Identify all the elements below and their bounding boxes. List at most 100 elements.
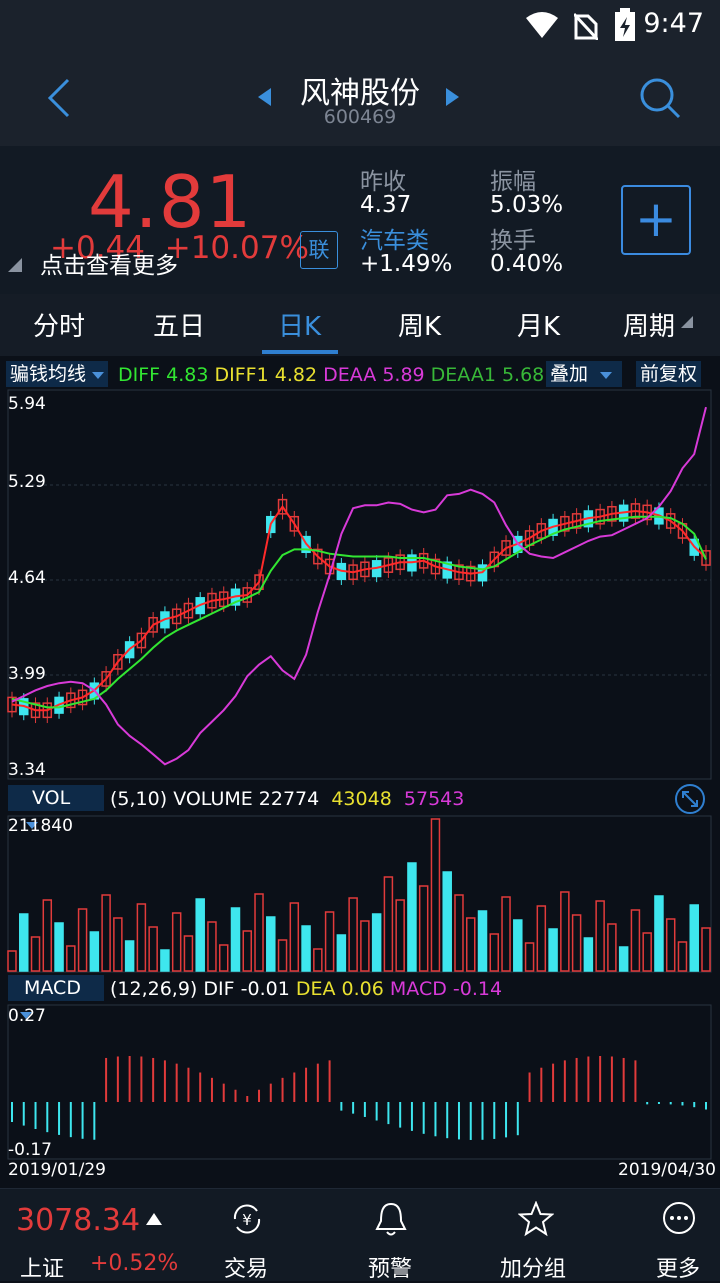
change-percent: +10.07% bbox=[164, 230, 309, 266]
trade-label: 交易 bbox=[224, 1257, 269, 1282]
candle bbox=[313, 548, 323, 565]
add-group-button[interactable]: 加分组 bbox=[498, 1199, 578, 1282]
tab-daily-k[interactable]: 日K bbox=[278, 312, 322, 342]
vol-dropdown[interactable]: VOL bbox=[8, 785, 104, 829]
volume-bar bbox=[548, 928, 558, 972]
macd-top-tick: 0.27 bbox=[8, 1006, 46, 1026]
macd-value: -0.14 bbox=[452, 978, 503, 1000]
more-button[interactable]: 更多 bbox=[646, 1199, 712, 1282]
volume-label: VOLUME bbox=[173, 788, 253, 810]
vol-dropdown-label: VOL bbox=[32, 787, 71, 809]
wifi-icon bbox=[526, 12, 558, 38]
volume-bar bbox=[301, 925, 311, 972]
tab-intraday[interactable]: 分时 bbox=[33, 312, 86, 342]
volume-bar bbox=[677, 941, 688, 972]
chevron-left-icon[interactable] bbox=[46, 78, 74, 118]
next-stock-icon[interactable] bbox=[446, 88, 460, 106]
amplitude-value: 5.03% bbox=[490, 192, 564, 218]
y-tick-3-34: 3.34 bbox=[8, 760, 46, 780]
volume-bar bbox=[313, 948, 323, 972]
alert-label: 预警 bbox=[368, 1257, 413, 1282]
y-tick-3-99: 3.99 bbox=[8, 664, 46, 684]
deaa1-label: DEAA1 bbox=[430, 364, 496, 386]
macd-bottom-tick: -0.17 bbox=[8, 1140, 52, 1160]
expand-icon[interactable] bbox=[674, 783, 706, 815]
volume-bar bbox=[418, 885, 429, 972]
turnover-value: 0.40% bbox=[490, 251, 564, 277]
index-value[interactable]: 3078.34 bbox=[16, 1203, 141, 1238]
yen-exchange-icon: ¥ bbox=[233, 1204, 261, 1234]
overlay-dropdown[interactable]: 叠加 bbox=[546, 361, 622, 387]
indicator-dropdown-label: 骗钱均线 bbox=[10, 363, 87, 385]
stock-header: 风神股份 600469 bbox=[0, 50, 720, 146]
trade-button[interactable]: ¥ 交易 bbox=[214, 1199, 280, 1282]
volume-bar bbox=[595, 900, 605, 972]
period-tabs: 分时 五日 日K 周K 月K 周期 bbox=[0, 294, 720, 356]
volume-bar bbox=[148, 926, 158, 972]
vol-params: (5,10) bbox=[110, 788, 168, 810]
volume-bar bbox=[489, 933, 500, 972]
tab-five-day[interactable]: 五日 bbox=[153, 312, 206, 342]
volume-chart[interactable] bbox=[0, 815, 720, 973]
amplitude-label: 振幅 bbox=[490, 169, 536, 195]
candle bbox=[136, 632, 147, 649]
volume-value: 22774 bbox=[258, 788, 320, 810]
volume-bar bbox=[89, 931, 100, 972]
add-watchlist-button[interactable]: + bbox=[621, 185, 691, 255]
tab-weekly-k[interactable]: 周K bbox=[398, 312, 442, 342]
kline-chart[interactable] bbox=[0, 388, 720, 780]
macd-histogram bbox=[11, 1056, 707, 1140]
kline-legend: DIFF 4.83 DIFF1 4.82 DEAA 5.89 DEAA1 5.6… bbox=[118, 364, 544, 386]
overlay-dropdown-label: 叠加 bbox=[550, 363, 589, 385]
volume-bar bbox=[136, 903, 147, 972]
macd-chart[interactable] bbox=[0, 1004, 720, 1160]
candle bbox=[113, 653, 123, 670]
volume-bar bbox=[277, 939, 288, 972]
volume-legend: (5,10) VOLUME 22774 43048 57543 bbox=[110, 788, 464, 810]
macd-dropdown[interactable]: MACD bbox=[8, 975, 104, 1019]
tab-period[interactable]: 周期 bbox=[623, 312, 676, 342]
lian-button[interactable]: 联 bbox=[300, 231, 338, 269]
alert-button[interactable]: 预警 bbox=[358, 1199, 424, 1282]
dif-label: DIF bbox=[203, 978, 235, 1000]
volume-bars bbox=[7, 818, 711, 972]
volume-bar bbox=[77, 908, 88, 972]
volume-bar bbox=[571, 914, 582, 972]
volume-bar bbox=[7, 950, 17, 972]
candles bbox=[7, 493, 711, 724]
prev-stock-icon[interactable] bbox=[258, 88, 272, 106]
volume-bar bbox=[689, 904, 699, 972]
candle bbox=[254, 574, 264, 591]
chevron-down-icon bbox=[26, 822, 38, 829]
volume-bar bbox=[242, 930, 253, 972]
diff1-label: DIFF1 bbox=[214, 364, 269, 386]
macd-dropdown-label: MACD bbox=[24, 977, 81, 999]
prev-close-label: 昨收 bbox=[360, 169, 406, 195]
stock-code: 600469 bbox=[323, 106, 397, 128]
sector-link[interactable]: 汽车类 bbox=[360, 228, 429, 254]
quote-panel: 4.81 +0.44 +10.07% 点击查看更多 联 昨收 4.37 汽车类 … bbox=[0, 146, 720, 294]
volume-bar bbox=[207, 921, 217, 972]
search-icon[interactable] bbox=[638, 76, 682, 120]
index-name: 上证 bbox=[20, 1257, 65, 1282]
status-bar: 9:47 bbox=[0, 0, 720, 50]
volume-bar bbox=[524, 942, 535, 972]
candle bbox=[536, 523, 547, 539]
chevron-down-icon bbox=[20, 1012, 32, 1019]
volume-bar bbox=[630, 909, 641, 972]
volume-bar bbox=[442, 871, 452, 972]
date-end: 2019/04/30 bbox=[618, 1160, 716, 1180]
adjust-button[interactable]: 前复权 bbox=[636, 361, 702, 387]
tab-monthly-k[interactable]: 月K bbox=[517, 312, 561, 342]
diff-label: DIFF bbox=[118, 364, 161, 386]
deaa-value: 5.89 bbox=[382, 364, 425, 386]
prev-close-value: 4.37 bbox=[360, 192, 412, 218]
diff-value: 4.83 bbox=[166, 364, 209, 386]
deaa-label: DEAA bbox=[323, 364, 377, 386]
indicator-dropdown[interactable]: 骗钱均线 bbox=[6, 361, 109, 387]
macd-params: (12,26,9) bbox=[110, 978, 198, 1000]
tap-more-link[interactable]: 点击查看更多 bbox=[40, 253, 178, 279]
volume-bar bbox=[642, 932, 652, 972]
volume-bar bbox=[336, 934, 347, 972]
volume-bar bbox=[66, 945, 76, 972]
